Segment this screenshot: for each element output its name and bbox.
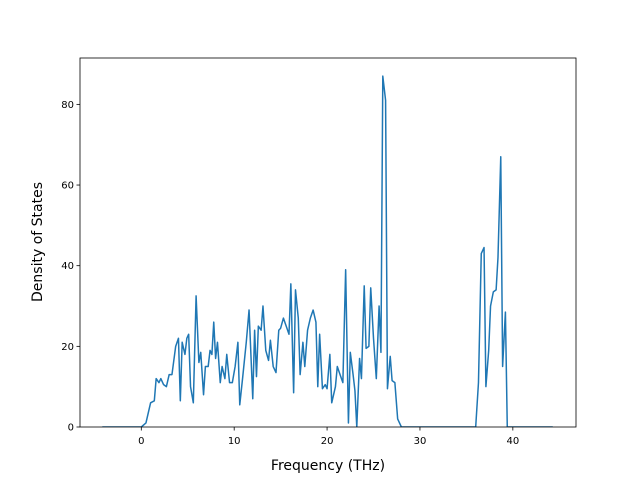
y-tick-label: 20 bbox=[61, 342, 74, 353]
y-tick-label: 80 bbox=[61, 100, 74, 111]
y-tick-label: 60 bbox=[61, 181, 74, 192]
line bbox=[102, 75, 553, 427]
y-tick-label: 40 bbox=[61, 261, 74, 272]
y-tick-label: 0 bbox=[68, 423, 74, 434]
x-tick-label: 40 bbox=[506, 436, 519, 447]
x-tick-label: 30 bbox=[414, 436, 427, 447]
x-tick-label: 10 bbox=[228, 436, 241, 447]
x-axis-label: Frequency (THz) bbox=[271, 458, 385, 474]
y-axis-label: Density of States bbox=[30, 182, 46, 302]
x-tick-label: 0 bbox=[138, 436, 144, 447]
plot-frame bbox=[79, 57, 577, 428]
x-tick-label: 20 bbox=[321, 436, 334, 447]
